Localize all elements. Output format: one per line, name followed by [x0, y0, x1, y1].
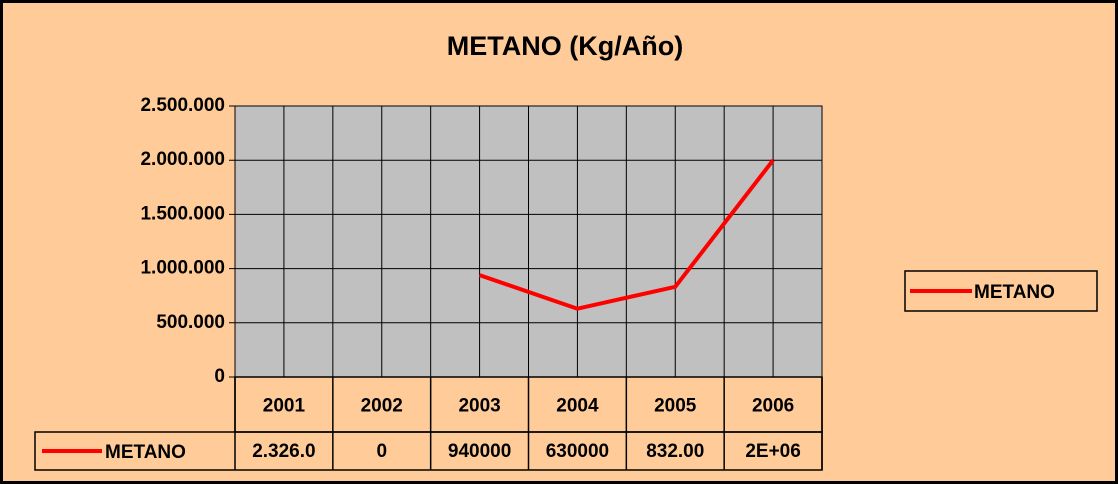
- x-tick-label: 2003: [458, 396, 500, 417]
- table-value: 2.326.0: [252, 441, 315, 462]
- table-value: 2E+06: [745, 441, 800, 462]
- line-series: [478, 158, 775, 311]
- x-tick-label: 2005: [654, 396, 697, 417]
- y-tick-label: 2.000.000: [140, 149, 225, 170]
- x-tick-label: 2006: [752, 396, 794, 417]
- y-tick-label: 500.000: [156, 312, 225, 333]
- legend-label: METANO: [974, 282, 1055, 303]
- chart-title: METANO (Kg/Año): [447, 31, 683, 61]
- y-tick-label: 1.500.000: [140, 203, 225, 224]
- x-tick-label: 2002: [361, 396, 403, 417]
- y-tick-label: 2.500.000: [140, 95, 225, 116]
- y-tick-label: 0: [214, 366, 225, 387]
- x-tick-label: 2001: [263, 396, 306, 417]
- table-value: 940000: [448, 441, 511, 462]
- x-tick-label: 2004: [556, 396, 599, 417]
- table-value: 630000: [546, 441, 609, 462]
- table-series-name: METANO: [105, 442, 186, 463]
- table-value: 0: [376, 441, 387, 462]
- table-value: 832.00: [646, 441, 704, 462]
- y-tick-label: 1.000.000: [140, 258, 225, 279]
